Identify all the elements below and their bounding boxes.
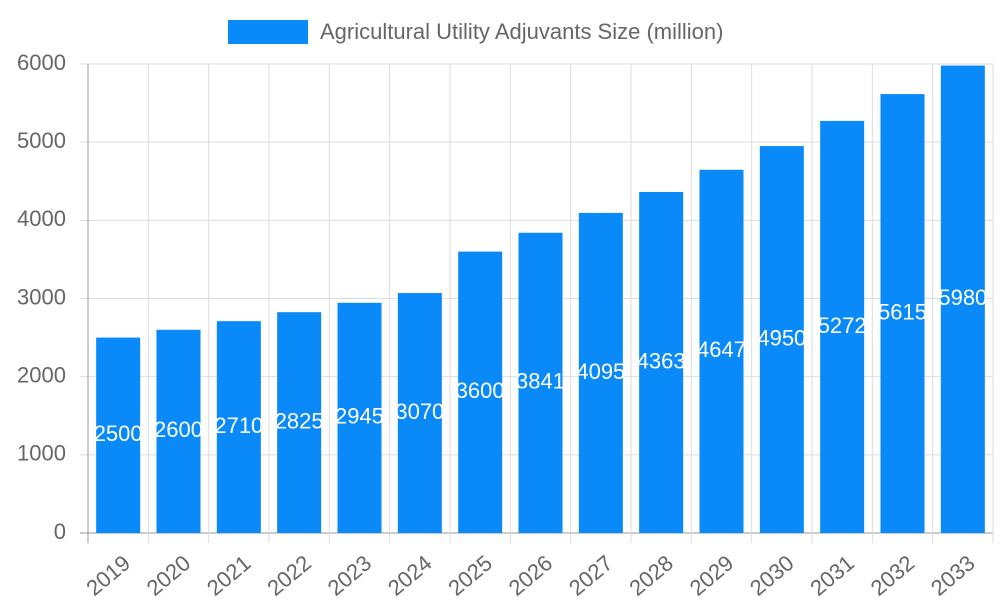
x-tick-label: 2020 (142, 550, 196, 600)
x-tick-label: 2025 (443, 550, 497, 600)
bar (880, 94, 925, 533)
y-tick-label: 0 (54, 519, 66, 544)
bar (699, 169, 744, 533)
y-tick-label: 5000 (17, 128, 66, 153)
value-label: 3841 (516, 369, 565, 394)
x-tick-label: 2019 (81, 550, 135, 600)
y-tick-label: 2000 (17, 362, 66, 387)
x-tick-label: 2024 (383, 550, 437, 600)
value-label: 4647 (697, 337, 746, 362)
value-label: 2945 (335, 404, 384, 429)
legend-label: Agricultural Utility Adjuvants Size (mil… (320, 19, 723, 44)
y-tick-label: 6000 (17, 50, 66, 75)
bar (216, 321, 261, 533)
value-label: 3070 (395, 399, 444, 424)
bar (518, 232, 563, 533)
bar (759, 146, 804, 533)
x-tick-label: 2032 (866, 550, 920, 600)
x-tick-label: 2030 (745, 550, 799, 600)
bar (820, 120, 865, 533)
x-tick-label: 2033 (926, 550, 980, 600)
value-label: 5615 (878, 299, 927, 324)
y-tick-label: 4000 (17, 206, 66, 231)
x-tick-label: 2023 (323, 550, 377, 600)
bar (96, 337, 141, 533)
bar (639, 191, 684, 533)
x-tick-label: 2027 (564, 550, 618, 600)
y-tick-label: 3000 (17, 284, 66, 309)
bar (578, 212, 623, 533)
y-tick-label: 1000 (17, 441, 66, 466)
value-label: 2600 (154, 417, 203, 442)
value-label: 4950 (757, 325, 806, 350)
value-label: 2500 (94, 421, 143, 446)
x-tick-label: 2026 (504, 550, 558, 600)
x-tick-label: 2031 (805, 550, 859, 600)
bar (277, 312, 322, 533)
x-tick-label: 2028 (624, 550, 678, 600)
bar (397, 293, 442, 533)
value-label: 5980 (938, 285, 987, 310)
x-tick-label: 2021 (202, 550, 256, 600)
value-label: 5272 (818, 313, 867, 338)
value-label: 3600 (456, 378, 505, 403)
bar (458, 251, 503, 533)
bar (940, 65, 985, 534)
legend-swatch (228, 20, 308, 44)
value-label: 2825 (275, 408, 324, 433)
value-label: 4363 (637, 348, 686, 373)
x-tick-label: 2022 (262, 550, 316, 600)
value-label: 4095 (576, 359, 625, 384)
value-label: 2710 (214, 413, 263, 438)
bar (156, 329, 201, 533)
x-tick-label: 2029 (685, 550, 739, 600)
bar (337, 302, 382, 533)
